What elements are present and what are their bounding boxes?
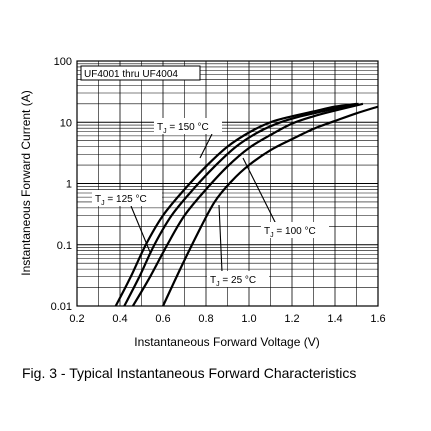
y-tick-label: 0.1 bbox=[57, 240, 72, 252]
plot-frame bbox=[76, 60, 379, 307]
figure-caption: Fig. 3 - Typical Instantaneous Forward C… bbox=[22, 365, 357, 381]
leader-line bbox=[218, 204, 223, 273]
leader-line bbox=[130, 205, 151, 253]
y-tick-label: 100 bbox=[54, 56, 72, 68]
x-tick-label: 1.0 bbox=[241, 313, 256, 325]
series-label-text: TJ = 150 °C bbox=[157, 122, 209, 135]
y-tick-label: 0.01 bbox=[51, 301, 72, 313]
series-label-0: TJ = 150 °C bbox=[154, 118, 222, 159]
series-label-text: TJ = 125 °C bbox=[95, 194, 147, 207]
chart-subtitle: UF4001 thru UF4004 bbox=[84, 69, 178, 80]
leader-line bbox=[199, 133, 213, 159]
y-tick-label: 1 bbox=[66, 179, 72, 191]
y-tick-label: 10 bbox=[60, 117, 72, 129]
chart-subtitle-box: UF4001 thru UF4004 bbox=[80, 65, 201, 81]
x-tick-label: 0.8 bbox=[198, 313, 213, 325]
x-tick-label: 0.4 bbox=[112, 313, 127, 325]
series-label-text: TJ = 100 °C bbox=[264, 226, 316, 239]
x-axis-label: Instantaneous Forward Voltage (V) bbox=[134, 335, 319, 349]
x-tick-label: 1.6 bbox=[370, 313, 385, 325]
series-line-0 bbox=[114, 102, 357, 307]
chart-curves bbox=[114, 102, 379, 307]
x-tick-label: 0.6 bbox=[155, 313, 170, 325]
chart-annotations: TJ = 150 °C TJ = 125 °C TJ = 100 °C TJ = 25… bbox=[92, 118, 329, 288]
leader-line bbox=[242, 157, 277, 225]
chart-ticks: 0.2 0.4 0.6 0.8 1.0 1.2 1.4 1.6 0.01 0.1 1 10 100 bbox=[51, 56, 386, 325]
y-axis-label: Instantaneous Forward Current (A) bbox=[19, 90, 33, 275]
series-line-1 bbox=[123, 102, 359, 307]
x-tick-label: 1.2 bbox=[284, 313, 299, 325]
series-label-3: TJ = 25 °C bbox=[207, 204, 269, 288]
series-label-2: TJ = 100 °C bbox=[242, 157, 329, 239]
chart-grid bbox=[76, 60, 379, 307]
x-tick-label: 0.2 bbox=[69, 313, 84, 325]
label-backdrop bbox=[92, 190, 162, 206]
label-backdrop bbox=[154, 118, 222, 134]
series-line-2 bbox=[131, 102, 364, 307]
series-line-3 bbox=[162, 105, 379, 307]
label-backdrop bbox=[207, 271, 269, 287]
series-label-text: TJ = 25 °C bbox=[210, 275, 256, 288]
x-tick-label: 1.4 bbox=[327, 313, 342, 325]
series-label-1: TJ = 125 °C bbox=[92, 190, 162, 253]
label-backdrop bbox=[261, 222, 329, 238]
